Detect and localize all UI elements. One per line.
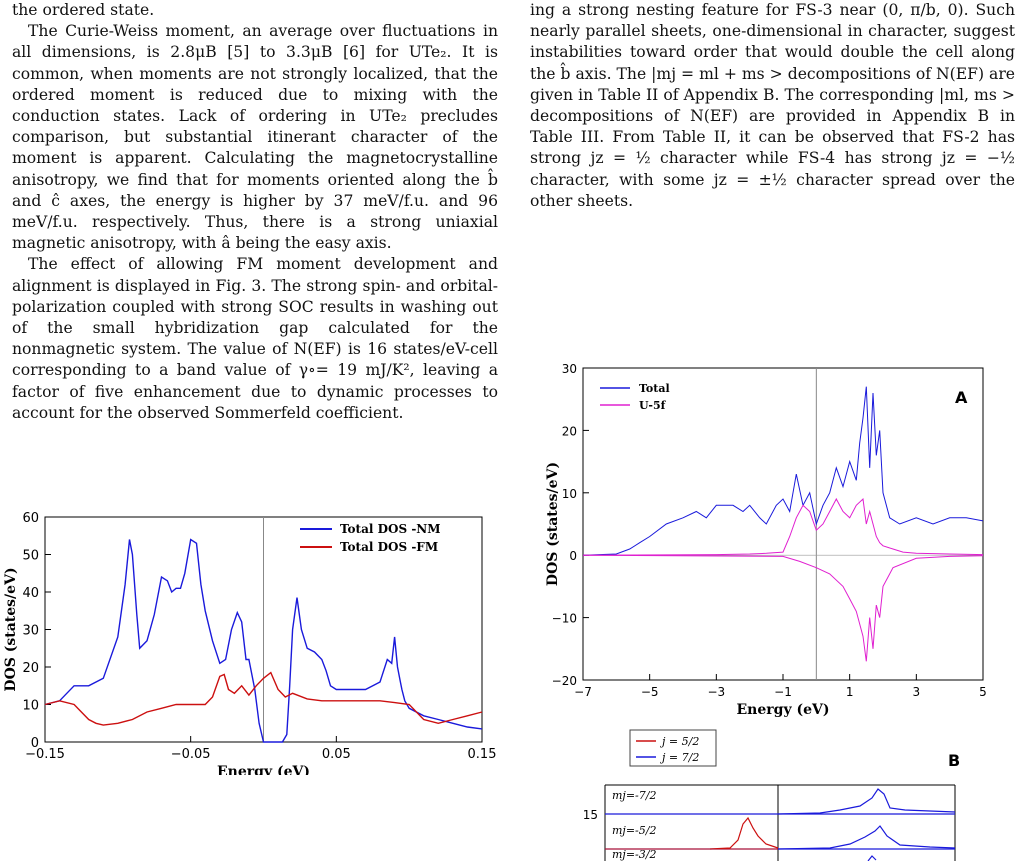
y-axis-label: DOS (states/eV) (3, 567, 19, 691)
left-paragraph-2: The Curie-Weiss moment, an average over … (12, 22, 498, 253)
x-tick-label: 1 (846, 685, 854, 699)
x-tick-label: 5 (979, 685, 987, 699)
legend-label-0: Total DOS -NM (340, 522, 441, 536)
right-text-column: ing a strong nesting feature for FS-3 ne… (530, 0, 1015, 212)
row1-j72-peak (777, 825, 956, 850)
y-tick-label: 0 (569, 549, 577, 563)
x-axis-label: Energy (eV) (217, 764, 310, 775)
legend-label-b-0: j = 5/2 (659, 735, 699, 748)
y-tick-label: −20 (552, 674, 577, 688)
dos-nm-fm-chart: −0.15 −0.05 0.05 0.15 0 10 20 30 40 50 60 Energy (e… (3, 511, 497, 775)
y-tick-label: 60 (22, 511, 39, 526)
x-tick-label: −0.05 (171, 747, 211, 762)
y-tick-label: 30 (562, 362, 577, 376)
series-line-1 (582, 497, 984, 556)
y-tick-label: 10 (22, 699, 39, 714)
legend-label-1: Total DOS -FM (340, 540, 438, 554)
dos-total-u5f-chart: −7 −5 −3 −1 1 3 5 −20 −10 0 10 20 30 Energy (eV) DOS (… (545, 362, 987, 718)
legend-label-a-1: U-5f (639, 399, 667, 412)
y-axis-label: DOS (states/eV) (545, 462, 561, 586)
x-tick-label: 0.15 (468, 747, 497, 762)
row1-j52-peak (709, 816, 779, 850)
series-line-1 (44, 671, 483, 726)
x-tick-label: 3 (913, 685, 921, 699)
y-tick-label: 40 (22, 586, 39, 601)
row0-j72-peak (777, 788, 956, 815)
row-label-2: mj=-3/2 (612, 848, 656, 861)
row-label-1: mj=-5/2 (612, 824, 656, 837)
series-line-2 (582, 554, 984, 662)
left-paragraph-3: The effect of allowing FM moment develop… (12, 255, 498, 422)
y-tick-label: 50 (22, 549, 39, 564)
series-line-0 (44, 538, 483, 743)
dos-j-decomposition-chart: j = 5/2 j = 7/2 B 15 mj=-7/2 mj=-5/2 mj=-3/2 (583, 729, 960, 861)
y-tick-label-b: 15 (583, 808, 598, 822)
panel-label-a: A (955, 388, 968, 407)
left-paragraph-1: the ordered state. (12, 1, 155, 19)
y-tick-label: 30 (22, 624, 39, 639)
legend-label-a-0: Total (639, 382, 670, 395)
plot-frame (582, 367, 984, 681)
x-tick-label: −5 (641, 685, 659, 699)
x-tick-label: −0.15 (25, 747, 65, 762)
legend-box-b (629, 729, 717, 767)
right-paragraph-1: ing a strong nesting feature for FS-3 ne… (530, 1, 1015, 210)
row-label-0: mj=-7/2 (612, 789, 656, 802)
left-text-column: the ordered state. The Curie-Weiss momen… (12, 0, 498, 424)
y-tick-label: −10 (552, 612, 577, 626)
series-line-0 (582, 386, 984, 556)
legend-label-b-1: j = 7/2 (659, 751, 699, 764)
x-axis-label: Energy (eV) (737, 702, 830, 718)
y-tick-label: 20 (22, 661, 39, 676)
x-tick-label: −3 (707, 685, 725, 699)
row2-j72-peak (867, 855, 877, 861)
x-tick-label: −1 (774, 685, 792, 699)
y-tick-label: 10 (562, 487, 577, 501)
y-tick-label: 0 (31, 736, 39, 751)
x-tick-label: 0.05 (322, 747, 351, 762)
x-tick-label: −7 (574, 685, 592, 699)
y-tick-label: 20 (562, 424, 577, 438)
panel-label-b: B (948, 751, 960, 770)
